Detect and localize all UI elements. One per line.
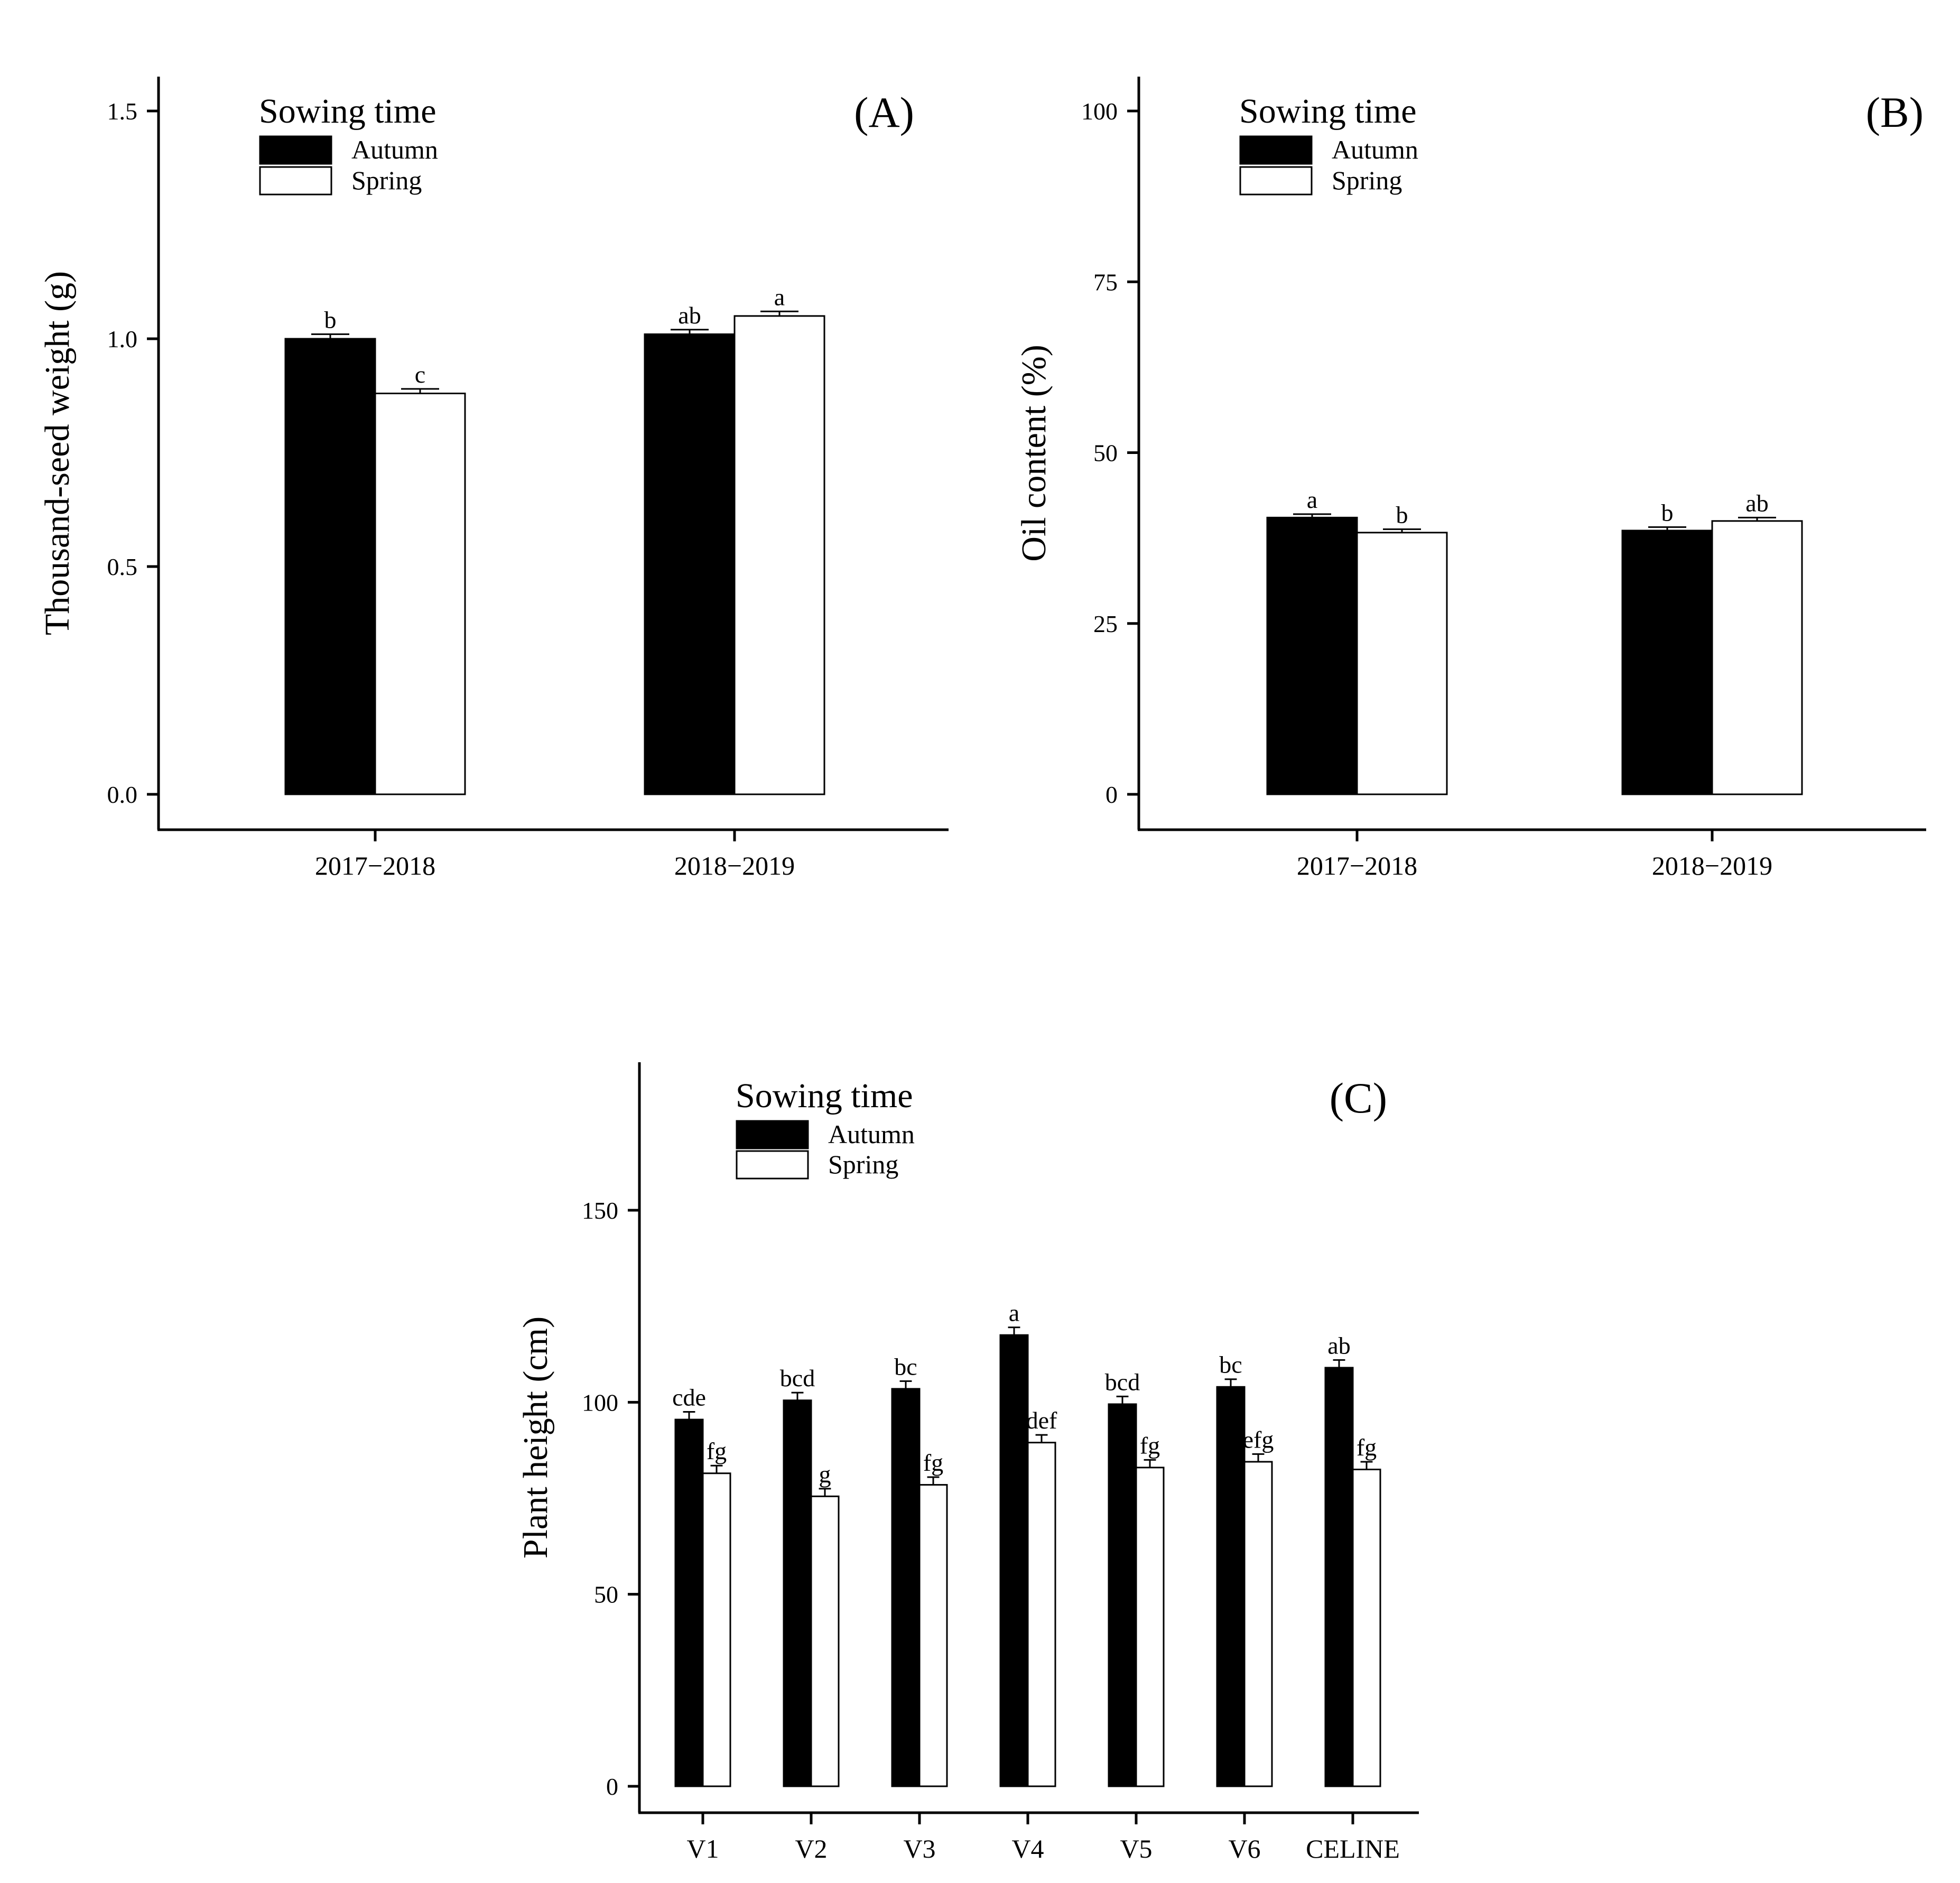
legend-title: Sowing time	[736, 1077, 913, 1115]
significance-letter: a	[774, 283, 785, 310]
significance-letter: fg	[923, 1449, 943, 1476]
bar-spring	[1243, 1461, 1273, 1787]
y-tick-label: 0	[606, 1773, 618, 1800]
panel-c-chart: 0 50 100 150 Plant height (cm) (C) Sowing time…	[516, 1062, 1419, 1863]
bar-autumn	[1324, 1367, 1354, 1787]
significance-letter: a	[1307, 486, 1317, 513]
x-tick-label: V6	[1228, 1834, 1260, 1863]
significance-letter: efg	[1243, 1426, 1274, 1453]
significance-letter: cde	[672, 1384, 706, 1411]
y-tick-label: 50	[1093, 440, 1118, 467]
significance-letter: b	[1396, 501, 1408, 528]
bar-autumn	[999, 1334, 1029, 1787]
legend-swatch-autumn	[259, 135, 332, 165]
bar-autumn	[1266, 516, 1358, 795]
significance-letter: bc	[1219, 1351, 1242, 1378]
significance-letter: c	[415, 361, 425, 388]
x-tick-label: 2018−2019	[1652, 851, 1772, 880]
panel-tag: (C)	[1330, 1074, 1387, 1122]
x-tick-label: V3	[903, 1834, 935, 1863]
significance-letter: bcd	[780, 1365, 815, 1392]
bar-spring	[1135, 1467, 1165, 1787]
y-tick-label: 100	[582, 1389, 618, 1416]
significance-letter: fg	[707, 1437, 727, 1464]
y-axis-title: Thousand-seed weight (g)	[38, 271, 77, 635]
legend-swatch-spring	[259, 166, 332, 196]
bar-autumn	[1108, 1403, 1137, 1787]
bar-autumn	[891, 1388, 921, 1787]
bar-autumn	[1216, 1386, 1246, 1787]
y-tick-label: 75	[1093, 268, 1118, 295]
bar-spring	[1356, 532, 1448, 795]
panel-tag: (A)	[854, 88, 914, 136]
bar-autumn	[674, 1418, 704, 1787]
panel-a-chart: 0.0 0.5 1.0 1.5 Thousand-seed weight (g) (A) S…	[38, 77, 949, 880]
panel-tag: (B)	[1866, 88, 1924, 136]
significance-letter: def	[1026, 1407, 1057, 1434]
legend-label-autumn: Autumn	[1332, 135, 1418, 164]
panel-b-chart: 0 25 50 75 100 Oil content (%) (B) Sowing time A…	[1015, 77, 1926, 880]
y-tick-label: 0	[1106, 781, 1118, 808]
legend-title: Sowing time	[1239, 92, 1417, 131]
significance-letter: ab	[1327, 1332, 1350, 1359]
x-tick-label: V2	[795, 1834, 827, 1863]
bar-autumn	[783, 1399, 812, 1787]
y-tick-label: 25	[1093, 610, 1118, 637]
bar-autumn	[644, 333, 736, 795]
bar-autumn	[284, 338, 376, 795]
significance-letter: ab	[1745, 489, 1768, 516]
legend-label-spring: Spring	[1332, 165, 1402, 195]
y-tick-label: 0.5	[107, 553, 138, 580]
legend-label-spring: Spring	[351, 165, 422, 195]
bar-spring	[733, 315, 825, 795]
significance-letter: bcd	[1105, 1368, 1140, 1395]
y-tick-label: 150	[582, 1197, 618, 1224]
significance-letter: g	[819, 1461, 831, 1488]
x-tick-label: CELINE	[1306, 1834, 1400, 1863]
legend-swatch-spring	[1239, 166, 1313, 196]
bar-spring	[702, 1472, 731, 1787]
significance-letter: fg	[1357, 1434, 1377, 1461]
bar-spring	[374, 392, 466, 795]
y-tick-label: 100	[1081, 98, 1118, 125]
y-axis-title: Plant height (cm)	[516, 1316, 555, 1559]
legend-swatch-autumn	[736, 1120, 809, 1149]
bar-spring	[810, 1495, 840, 1787]
legend-title: Sowing time	[259, 92, 436, 131]
bar-spring	[1711, 520, 1803, 795]
legend-label-spring: Spring	[828, 1149, 898, 1179]
x-tick-label: V5	[1120, 1834, 1152, 1863]
legend-label-autumn: Autumn	[351, 135, 438, 164]
y-tick-label: 1.5	[107, 98, 138, 125]
y-axis-title: Oil content (%)	[1015, 345, 1053, 562]
x-tick-label: V4	[1011, 1834, 1044, 1863]
x-tick-label: 2017−2018	[1297, 851, 1417, 880]
y-tick-label: 0.0	[107, 781, 138, 808]
significance-letter: b	[1661, 499, 1674, 526]
significance-letter: a	[1009, 1300, 1019, 1327]
bar-autumn	[1621, 530, 1713, 795]
y-tick-label: 1.0	[107, 326, 138, 353]
legend-swatch-spring	[736, 1150, 809, 1180]
x-tick-label: V1	[686, 1834, 719, 1863]
significance-letter: bc	[894, 1353, 917, 1380]
bar-spring	[918, 1484, 948, 1787]
x-tick-label: 2017−2018	[315, 851, 435, 880]
legend-swatch-autumn	[1239, 135, 1313, 165]
significance-letter: b	[324, 306, 337, 333]
y-tick-label: 50	[594, 1581, 618, 1608]
x-tick-label: 2018−2019	[674, 851, 795, 880]
legend-label-autumn: Autumn	[828, 1119, 915, 1149]
bar-spring	[1027, 1442, 1056, 1787]
significance-letter: fg	[1140, 1432, 1160, 1459]
bar-spring	[1352, 1469, 1381, 1787]
significance-letter: ab	[678, 302, 701, 329]
